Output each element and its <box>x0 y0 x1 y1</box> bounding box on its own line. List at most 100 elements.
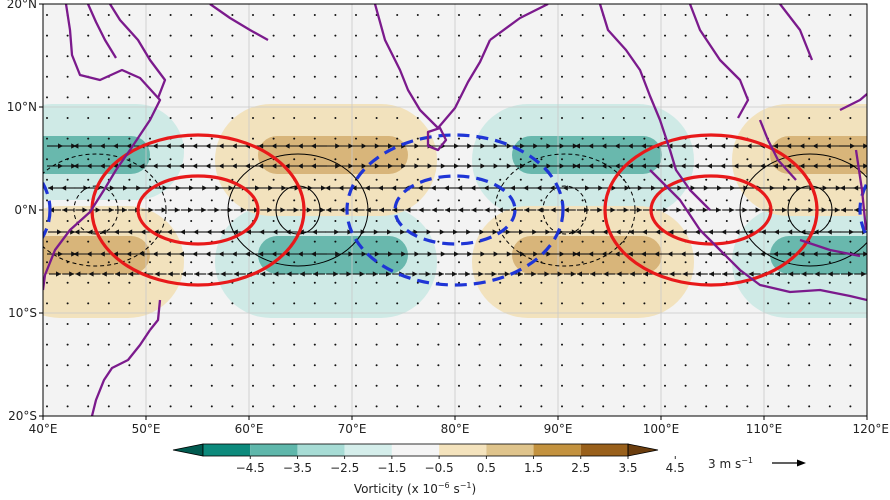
calm-vector-dot <box>107 323 110 325</box>
calm-vector-dot <box>128 199 131 202</box>
calm-vector-dot <box>437 199 440 202</box>
calm-vector-dot <box>581 343 584 346</box>
calm-vector-dot <box>849 75 852 78</box>
wind-arrow-head <box>179 251 184 257</box>
calm-vector-dot <box>107 281 110 284</box>
calm-vector-dot <box>478 14 481 16</box>
wind-arrow-head <box>641 163 646 169</box>
calm-vector-dot <box>849 261 852 264</box>
wind-arrow-head <box>570 271 576 277</box>
wind-arrow-head <box>774 229 779 235</box>
calm-vector-dot <box>128 178 131 181</box>
calm-vector-dot <box>581 364 584 367</box>
calm-vector-dot <box>581 220 584 222</box>
calm-vector-dot <box>355 96 357 99</box>
wind-arrow-head <box>412 271 418 277</box>
calm-vector-dot <box>313 261 316 264</box>
wind-arrow-head <box>637 185 643 191</box>
wind-arrow-head <box>75 271 81 277</box>
wind-arrow-head <box>775 271 780 277</box>
wind-vector-field <box>46 14 867 408</box>
calm-vector-dot <box>561 302 563 305</box>
calm-vector-dot <box>581 96 584 99</box>
wind-arrow-head <box>227 207 233 213</box>
calm-vector-dot <box>622 261 625 264</box>
wind-arrow-head <box>835 185 841 191</box>
calm-vector-dot <box>128 14 131 16</box>
colorbar-segment <box>344 444 392 456</box>
wind-arrow-head <box>532 229 538 235</box>
calm-vector-dot <box>519 261 522 264</box>
calm-vector-dot <box>643 405 646 408</box>
wind-arrow-head <box>387 229 392 235</box>
calm-vector-dot <box>416 158 419 161</box>
calm-vector-dot <box>808 384 811 387</box>
wind-arrow-head <box>139 251 145 257</box>
calm-vector-dot <box>231 240 234 243</box>
calm-vector-dot <box>437 302 440 305</box>
calm-vector-dot <box>643 34 646 37</box>
calm-vector-dot <box>458 137 460 140</box>
calm-vector-dot <box>231 261 234 264</box>
calm-vector-dot <box>416 199 419 202</box>
wind-arrow-head <box>863 163 867 169</box>
wind-arrow-head <box>466 229 472 235</box>
wind-arrow-head <box>240 207 246 213</box>
calm-vector-dot <box>746 178 749 181</box>
wind-arrow-head <box>346 271 352 277</box>
calm-vector-dot <box>767 281 769 284</box>
colorbar-segment <box>203 444 251 456</box>
calm-vector-dot <box>828 55 831 58</box>
wind-arrow-head <box>232 229 238 235</box>
calm-vector-dot <box>499 55 502 58</box>
calm-vector-dot <box>149 178 151 181</box>
calm-vector-dot <box>767 55 769 58</box>
calm-vector-dot <box>46 178 48 181</box>
calm-vector-dot <box>787 75 790 78</box>
wind-arrow-head <box>364 185 370 191</box>
wind-arrow-head <box>549 185 555 191</box>
calm-vector-dot <box>313 220 316 222</box>
calm-vector-dot <box>46 55 48 58</box>
calm-vector-dot <box>705 405 708 408</box>
wind-arrow-head <box>742 207 748 213</box>
wind-arrow-head <box>83 185 89 191</box>
calm-vector-dot <box>375 96 378 99</box>
wind-arrow-head <box>759 163 765 169</box>
calm-vector-dot <box>169 343 172 346</box>
calm-vector-dot <box>66 75 69 78</box>
calm-vector-dot <box>416 75 419 78</box>
calm-vector-dot <box>190 96 193 99</box>
wind-arrow-head <box>746 163 752 169</box>
calm-vector-dot <box>849 364 852 367</box>
wind-arrow-head <box>755 207 761 213</box>
calm-vector-dot <box>396 281 399 284</box>
calm-vector-dot <box>46 405 48 408</box>
calm-vector-dot <box>561 14 563 16</box>
calm-vector-dot <box>622 323 625 325</box>
calm-vector-dot <box>540 343 543 346</box>
calm-vector-dot <box>46 302 48 305</box>
calm-vector-dot <box>272 96 275 99</box>
calm-vector-dot <box>87 14 90 16</box>
calm-vector-dot <box>767 302 769 305</box>
calm-vector-dot <box>416 220 419 222</box>
wind-arrow-head <box>536 185 542 191</box>
calm-vector-dot <box>66 302 69 305</box>
calm-vector-dot <box>458 158 460 161</box>
calm-vector-dot <box>190 343 193 346</box>
calm-vector-dot <box>499 117 502 119</box>
wind-arrow-head <box>61 185 67 191</box>
calm-vector-dot <box>849 281 852 284</box>
wind-arrow-head <box>359 271 365 277</box>
calm-vector-dot <box>313 55 316 58</box>
wind-arrow-head <box>822 185 828 191</box>
wind-arrow-head <box>590 271 596 277</box>
calm-vector-dot <box>355 281 357 284</box>
calm-vector-dot <box>293 364 296 367</box>
calm-vector-dot <box>581 55 584 58</box>
calm-vector-dot <box>149 158 151 161</box>
calm-vector-dot <box>622 302 625 305</box>
calm-vector-dot <box>746 14 749 16</box>
wind-arrow-head <box>717 185 722 191</box>
